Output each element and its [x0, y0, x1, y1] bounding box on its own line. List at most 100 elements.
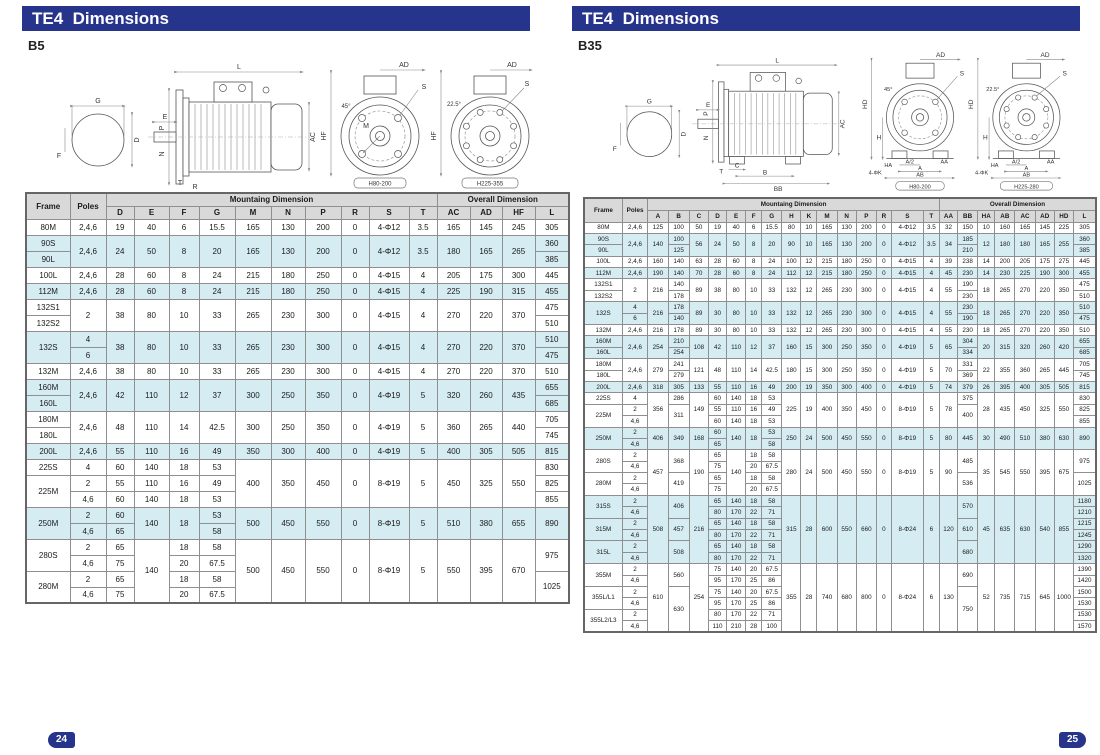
table-cell: 550: [1014, 449, 1036, 496]
mounting-type-label: B5: [28, 38, 45, 53]
table-cell: 67.5: [761, 585, 783, 599]
table-cell: 80: [133, 330, 170, 364]
table-cell: 550: [304, 538, 342, 604]
table-row: 4,6 80 170 22 71 1210: [584, 506, 1097, 519]
table-cell: 180M: [25, 410, 71, 428]
table-cell: 5: [408, 378, 438, 412]
table-cell: 10: [168, 362, 200, 380]
table-cell: 270: [436, 298, 471, 332]
dim-label-aa: AA: [1047, 160, 1055, 166]
table-cell: 2: [621, 403, 649, 417]
table-cell: 24: [198, 282, 236, 300]
table-cell: 20: [745, 483, 763, 496]
table-row: 4,6 65 58: [584, 437, 1096, 451]
table-cell: 350: [1053, 301, 1074, 326]
table-cell: 305: [1034, 380, 1055, 394]
table-cell: 18: [745, 540, 763, 553]
header-col-hd: HD: [1053, 209, 1074, 223]
table-cell: 67.5: [198, 554, 236, 572]
table-cell: 140: [726, 415, 747, 428]
table-cell: 5: [922, 380, 940, 394]
table-cell: 250M: [25, 506, 71, 540]
header-col-s: S: [890, 209, 924, 223]
table-cell: 65: [105, 522, 135, 540]
table-cell: 8-Φ19: [368, 538, 410, 604]
table-cell: 100: [667, 221, 690, 234]
table-cell: 550: [836, 494, 857, 565]
table-cell: 369: [956, 369, 979, 382]
table-cell: 24: [105, 234, 135, 268]
table-cell: 4: [922, 255, 940, 269]
table-cell: 500: [234, 538, 272, 604]
table-cell: 0: [875, 358, 892, 382]
table-cell: 350: [304, 378, 342, 412]
table-cell: 71: [761, 608, 783, 622]
table-cell: 279: [667, 369, 690, 382]
table-cell: 49: [198, 474, 236, 492]
table-cell: 20: [168, 586, 200, 604]
table-cell: 28: [707, 255, 728, 269]
table-cell: 170: [726, 597, 747, 610]
table-cell: 1215: [1072, 517, 1097, 531]
table-cell: 4,6: [621, 597, 649, 610]
table-cell: 220: [1034, 301, 1055, 326]
header-col-p: P: [304, 205, 342, 220]
table-cell: 80: [938, 426, 959, 451]
table-cell: 1180: [1072, 494, 1097, 508]
table-row: 100L 2,4,6 160 140 63 28 60 8 24 100 12 215 180 250 0 4…: [583, 255, 1097, 269]
table-row: 355L/L1 2 630 75 140 20 67.5 750 1500: [583, 585, 1097, 633]
dim-label-h: H: [983, 135, 988, 142]
header-col-aa: AA: [938, 209, 959, 223]
table-cell: 20: [977, 335, 996, 360]
table-cell: 505: [501, 442, 536, 460]
table-cell: 8-Φ19: [890, 449, 924, 496]
table-cell: 225: [436, 282, 471, 300]
table-cell: 385: [1072, 244, 1097, 257]
table-cell: 4,6: [621, 483, 649, 496]
table-cell: 18: [977, 323, 996, 337]
table-cell: 10: [168, 298, 200, 332]
table-cell: 4-Φ15: [890, 267, 924, 280]
table-cell: 265: [816, 278, 838, 303]
table-cell: 349: [667, 426, 690, 451]
table-cell: 4,6: [621, 415, 649, 428]
table-cell: 510: [534, 330, 570, 348]
table-cell: 16: [168, 442, 200, 460]
table-cell: 16: [745, 403, 763, 417]
table-cell: 350: [1053, 278, 1074, 303]
table-cell: 4,6: [621, 551, 649, 565]
table-cell: 58: [761, 437, 783, 451]
table-cell: 0: [875, 267, 892, 280]
table-cell: 457: [667, 517, 690, 542]
table-cell: 4: [922, 278, 940, 303]
table-cell: 2,4,6: [621, 232, 649, 257]
table-cell: 58: [761, 517, 783, 531]
table-cell: 4-Φ15: [890, 255, 924, 269]
table-cell: 24: [761, 267, 783, 280]
table-cell: 71: [761, 506, 783, 519]
table-cell: 12: [168, 378, 200, 412]
table-cell: 270: [1014, 323, 1036, 337]
table-row: 90S 2,4,6 140 100 56 24 50 8 20 90 10 165 130 200 0 4-Φ…: [583, 232, 1097, 257]
table-cell: 25: [745, 574, 763, 588]
dim-label-a: A: [918, 166, 922, 172]
table-cell: 100: [761, 620, 783, 633]
table-cell: 318: [647, 380, 669, 394]
table-cell: 6: [168, 218, 200, 236]
table-cell: 450: [436, 458, 471, 508]
table-cell: 22: [745, 529, 763, 542]
table-cell: 675: [1053, 449, 1074, 496]
table-cell: 4: [69, 458, 107, 476]
table-row: 132M 2,4,6 38 80 10 33 265 230 300 0 4-Φ15 4 270 220 3…: [25, 362, 570, 380]
dim-label-l: L: [775, 57, 779, 64]
table-cell: 125: [647, 221, 669, 234]
table-cell: 680: [956, 540, 979, 565]
table-cell: 4-Φ19: [890, 358, 924, 382]
table-cell: 5: [922, 449, 940, 496]
dim-label-4xk: 4-ΦK: [869, 170, 882, 176]
table-cell: 70: [688, 267, 709, 280]
table-cell: 350: [816, 380, 838, 394]
table-cell: 655: [501, 506, 536, 540]
table-cell: 2,4,6: [69, 378, 107, 412]
table-cell: 420: [1053, 335, 1074, 360]
